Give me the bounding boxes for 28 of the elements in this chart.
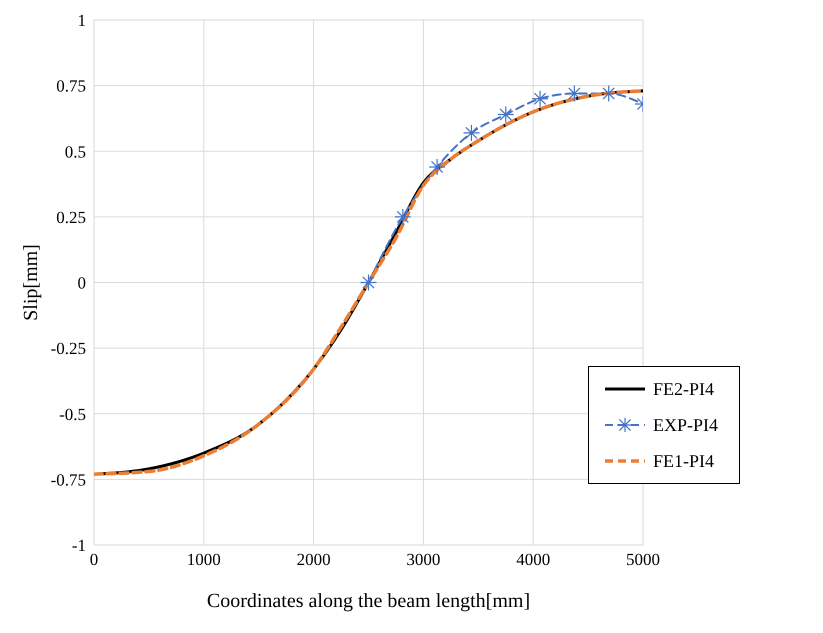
x-tick-label: 3000 <box>406 550 440 570</box>
y-tick-label: 0.75 <box>56 76 86 96</box>
y-tick-label: -0.5 <box>59 404 86 424</box>
point <box>394 208 412 226</box>
y-tick-label: -1 <box>72 536 86 556</box>
x-tick-label: 0 <box>90 550 98 570</box>
point <box>462 124 480 142</box>
y-tick-label: -0.75 <box>50 470 86 490</box>
y-tick-label: 1 <box>78 11 86 30</box>
legend-label: FE2-PI4 <box>653 378 714 400</box>
x-axis-title: Coordinates along the beam length[mm] <box>206 590 530 612</box>
y-tick-label: 0.25 <box>56 208 86 227</box>
point <box>531 90 549 108</box>
line-series <box>94 89 643 476</box>
point <box>600 84 618 102</box>
y-tick-label: -0.25 <box>50 339 86 358</box>
x-tick-label: 1000 <box>186 550 221 570</box>
legend-label: EXP-PI4 <box>653 414 718 436</box>
point <box>497 106 514 124</box>
y-axis-title: Slip[mm] <box>20 244 42 321</box>
y-tick-label: 0.5 <box>64 142 86 162</box>
x-tick-label: 2000 <box>296 550 331 570</box>
point <box>360 274 378 292</box>
legend-label: FE1-PI4 <box>653 450 714 472</box>
y-tick-label: 0 <box>78 274 86 293</box>
point <box>428 158 446 176</box>
x-tick-label: 4000 <box>516 550 550 570</box>
x-tick-label: 5000 <box>626 550 660 570</box>
